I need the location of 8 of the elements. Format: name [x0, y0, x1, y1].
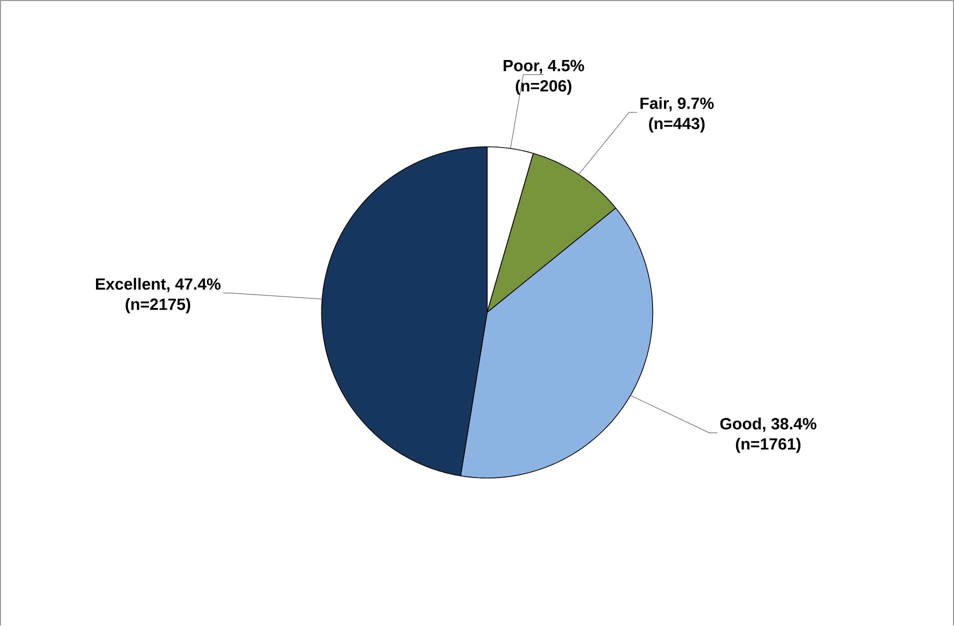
- data-label: (n=1761): [736, 438, 800, 454]
- data-label: (n=2175): [126, 298, 190, 314]
- slice-label: Excellent, 47.4%: [96, 278, 221, 292]
- data-label: (n=443): [649, 117, 705, 133]
- slice-label: Fair, 9.7%: [640, 97, 714, 112]
- slice-label: Poor, 4.5%: [504, 60, 584, 74]
- data-label: (n=206): [516, 80, 572, 95]
- slice-label: Good, 38.4%: [720, 418, 816, 432]
